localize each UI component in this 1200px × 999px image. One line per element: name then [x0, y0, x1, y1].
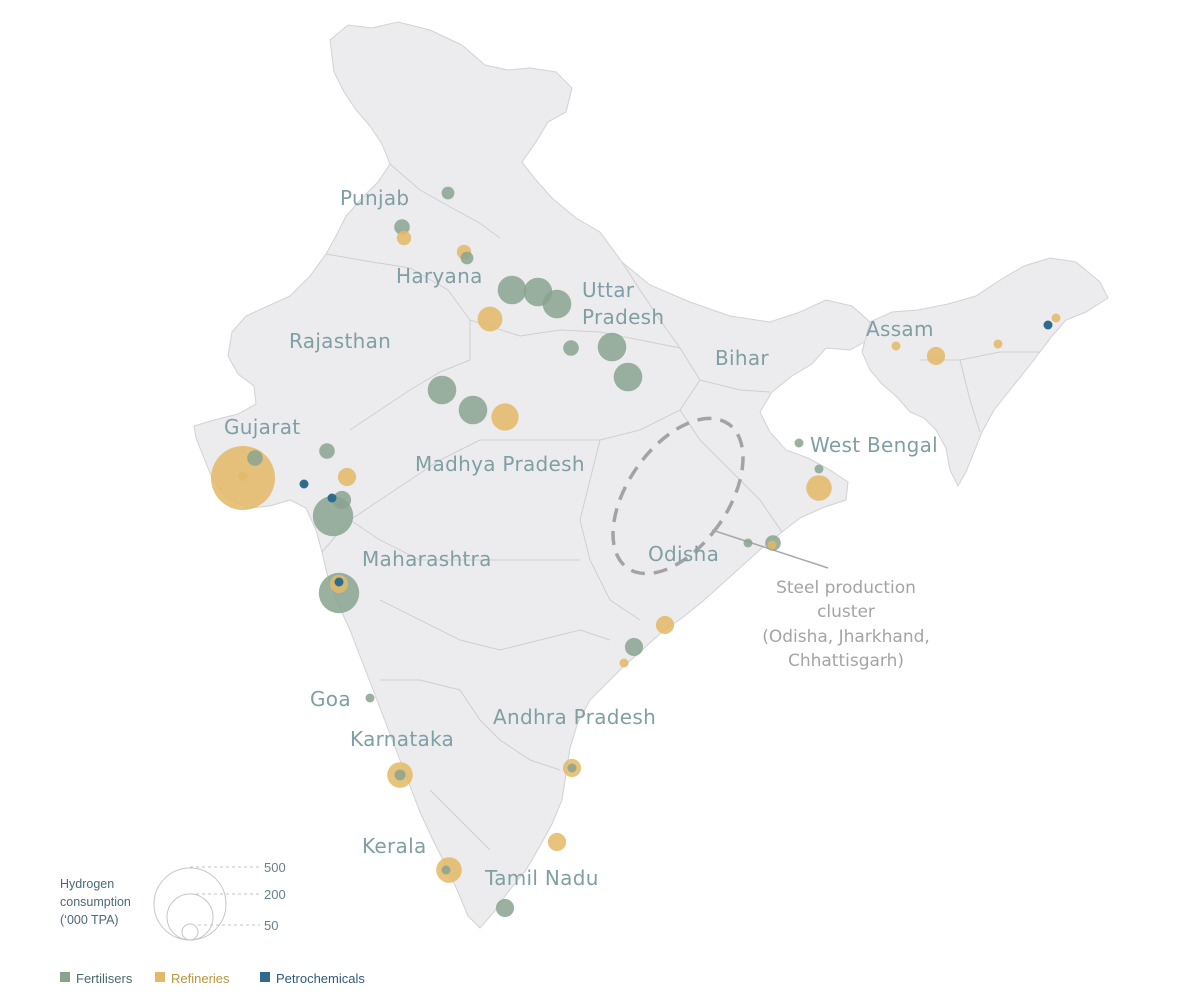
bubble-fertilisers: [495, 898, 515, 918]
state-label-bihar: Bihar: [715, 346, 769, 370]
bubble-fertilisers: [441, 865, 451, 875]
bubble-petrochemicals: [1043, 320, 1053, 330]
annotation-line-4: Chhattisgarh): [788, 651, 904, 671]
bubble-refineries: [477, 306, 503, 332]
state-label-gujarat: Gujarat: [224, 415, 300, 439]
state-label-kerala: Kerala: [362, 834, 427, 858]
legend-label-petrochemicals: Petrochemicals: [276, 971, 365, 986]
state-borders: [321, 163, 1040, 851]
legend-swatch-fertilisers: [60, 972, 70, 982]
state-label-uttar-pradesh-line1: Uttar: [582, 278, 635, 302]
bubble-fertilisers: [794, 438, 804, 448]
state-label-west-bengal: West Bengal: [810, 433, 938, 457]
bubble-refineries: [238, 471, 248, 481]
bubble-petrochemicals: [299, 479, 309, 489]
state-label-assam: Assam: [866, 317, 934, 341]
bubble-refineries: [655, 615, 675, 635]
annotation-line-3: (Odisha, Jharkhand,: [762, 627, 930, 647]
size-legend-label-500: 500: [264, 860, 286, 875]
state-label-madhya-pradesh: Madhya Pradesh: [415, 452, 585, 476]
bubble-fertilisers: [441, 186, 455, 200]
bubble-petrochemicals: [334, 577, 344, 587]
size-legend-title-line-1: Hydrogen: [60, 877, 114, 891]
legend-label-refineries: Refineries: [171, 971, 230, 986]
land: [193, 21, 1109, 929]
northeast-india: [861, 257, 1109, 488]
bubble-refineries: [806, 475, 832, 501]
legend-swatch-refineries: [155, 972, 165, 982]
annotation-line-1: Steel production: [776, 578, 916, 598]
bubble-petrochemicals: [327, 493, 337, 503]
bubble-fertilisers: [613, 362, 643, 392]
bubble-layer: [211, 186, 1061, 918]
bubble-fertilisers: [427, 375, 457, 405]
bubble-fertilisers: [542, 289, 572, 319]
legend-label-fertilisers: Fertilisers: [76, 971, 133, 986]
legend-swatch-petrochemicals: [260, 972, 270, 982]
bubble-fertilisers: [743, 538, 753, 548]
bubble-fertilisers: [247, 450, 263, 466]
state-label-andhra-pradesh: Andhra Pradesh: [493, 705, 656, 729]
bubble-refineries: [396, 230, 412, 246]
bubble-fertilisers: [394, 219, 410, 235]
state-label-tamil-nadu: Tamil Nadu: [484, 866, 599, 890]
bubble-fertilisers: [624, 637, 644, 657]
state-label-rajasthan: Rajasthan: [289, 329, 391, 353]
bubble-fertilisers: [563, 340, 579, 356]
bubble-refineries: [891, 341, 901, 351]
size-legend-circle-200: [166, 893, 214, 941]
size-legend-label-50: 50: [264, 918, 278, 933]
bubble-refineries: [547, 832, 567, 852]
bubble-fertilisers: [319, 443, 335, 459]
state-label-odisha: Odisha: [648, 542, 719, 566]
bubble-fertilisers: [365, 693, 375, 703]
state-label-goa: Goa: [310, 687, 351, 711]
size-legend-title-line-3: (‘000 TPA): [60, 913, 119, 927]
bubble-fertilisers: [814, 464, 824, 474]
bubble-fertilisers: [567, 763, 577, 773]
state-label-maharashtra: Maharashtra: [362, 547, 492, 571]
bubble-refineries: [619, 658, 629, 668]
state-label-uttar-pradesh-line2: Pradesh: [582, 305, 664, 329]
state-label-layer: Punjab Haryana Uttar Pradesh Rajasthan B…: [224, 186, 938, 890]
bubble-fertilisers: [332, 490, 352, 510]
size-legend-label-200: 200: [264, 887, 286, 902]
bubble-refineries: [767, 540, 777, 550]
size-legend: Hydrogen consumption (‘000 TPA) 500 200 …: [60, 860, 286, 941]
state-label-haryana: Haryana: [396, 264, 483, 288]
bubble-refineries: [491, 403, 519, 431]
size-legend-title-line-2: consumption: [60, 895, 131, 909]
category-legend: Fertilisers Refineries Petrochemicals: [60, 971, 365, 986]
bubble-fertilisers: [460, 251, 474, 265]
state-label-punjab: Punjab: [340, 186, 409, 210]
size-legend-circle-50: [181, 923, 199, 941]
steel-cluster-outline: [611, 416, 745, 576]
bubble-refineries: [337, 467, 357, 487]
bubble-fertilisers: [458, 395, 488, 425]
size-legend-circle-500: [153, 867, 227, 941]
state-label-karnataka: Karnataka: [350, 727, 454, 751]
bubble-refineries: [1051, 313, 1061, 323]
steel-cluster-annotation: Steel production cluster (Odisha, Jharkh…: [762, 578, 930, 671]
bubble-refineries: [926, 346, 946, 366]
bubble-fertilisers: [394, 769, 406, 781]
annotation-line-2: cluster: [817, 602, 875, 622]
bubble-refineries: [993, 339, 1003, 349]
bubble-fertilisers: [497, 275, 527, 305]
bubble-fertilisers: [597, 332, 627, 362]
